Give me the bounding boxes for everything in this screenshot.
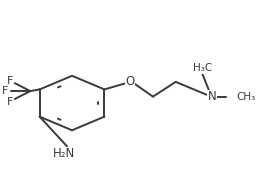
Text: N: N <box>208 90 217 103</box>
Text: H₃C: H₃C <box>193 63 212 73</box>
Text: CH₃: CH₃ <box>236 92 256 102</box>
Text: F: F <box>2 86 8 96</box>
Text: O: O <box>126 75 135 88</box>
Text: F: F <box>6 75 13 86</box>
Text: H₂N: H₂N <box>53 147 76 160</box>
Text: F: F <box>6 97 13 107</box>
